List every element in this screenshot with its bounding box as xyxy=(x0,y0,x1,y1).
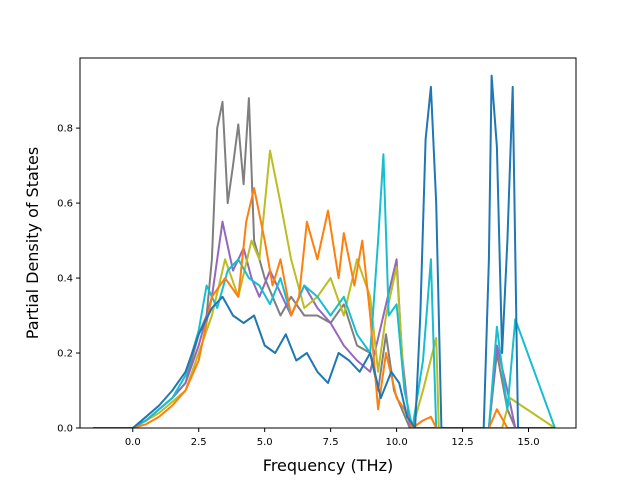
x-tick-label: 10.0 xyxy=(385,437,407,448)
y-tick-label: 0.0 xyxy=(57,424,73,435)
x-tick-label: 12.5 xyxy=(451,437,473,448)
y-tick-label: 0.6 xyxy=(57,199,73,210)
x-axis: 0.0 2.5 5.0 7.5 10.0 12.5 15.0 xyxy=(125,428,540,448)
series-line-4 xyxy=(93,187,555,428)
y-axis-title: Partial Density of States xyxy=(23,147,42,339)
series-line-1 xyxy=(93,220,555,428)
x-tick-label: 2.5 xyxy=(191,437,207,448)
x-tick-label: 15.0 xyxy=(517,437,539,448)
series-line-3 xyxy=(93,153,556,428)
y-tick-label: 0.4 xyxy=(57,274,73,285)
plot-frame xyxy=(79,57,577,429)
series-line-5 xyxy=(93,74,555,428)
y-tick-label: 0.8 xyxy=(57,124,73,135)
x-tick-label: 5.0 xyxy=(257,437,273,448)
x-tick-label: 7.5 xyxy=(323,437,339,448)
series-layer xyxy=(93,74,556,428)
y-tick-label: 0.2 xyxy=(57,349,73,360)
x-tick-label: 0.0 xyxy=(125,437,141,448)
y-axis: 0.0 0.2 0.4 0.6 0.8 xyxy=(57,124,80,435)
x-axis-title: Frequency (THz) xyxy=(263,456,393,475)
